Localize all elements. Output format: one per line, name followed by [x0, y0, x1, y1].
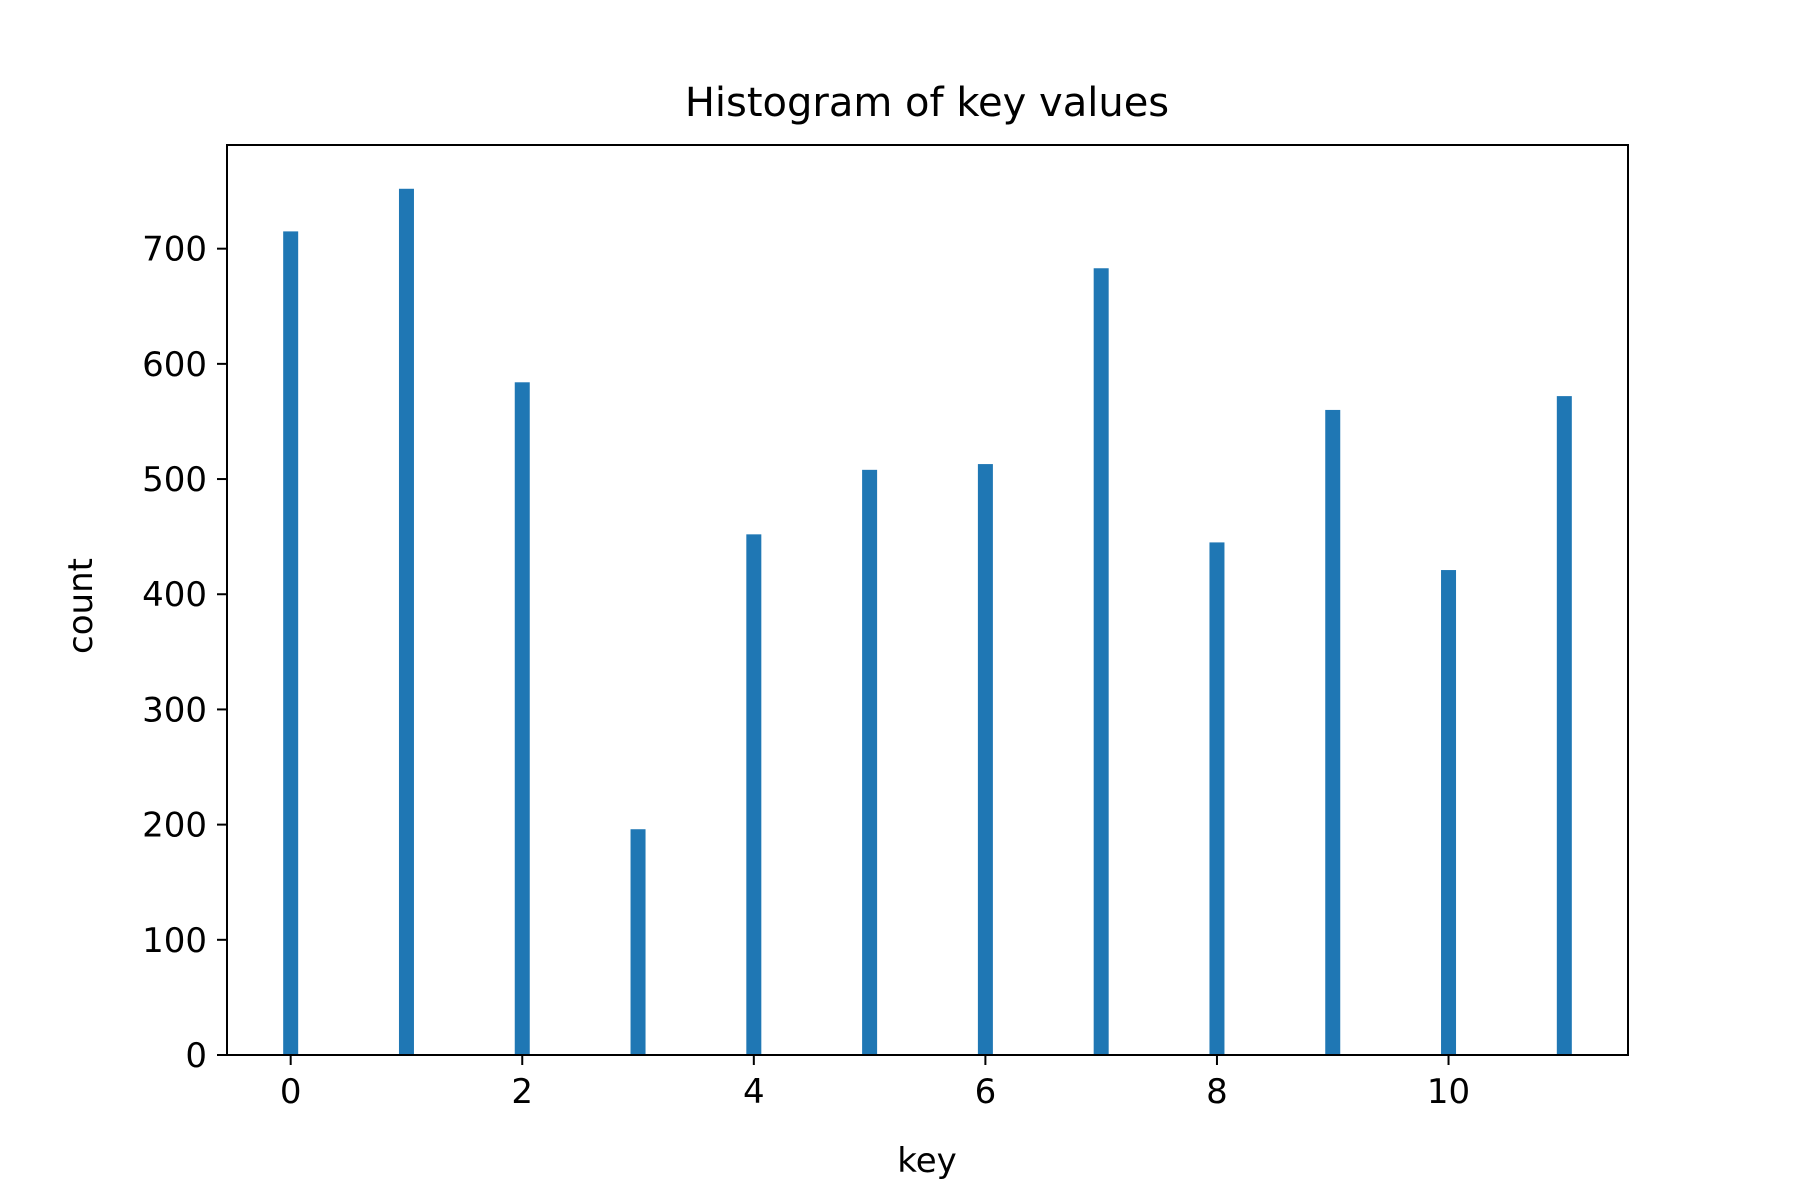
bar-key-5 — [862, 469, 878, 1055]
x-tick-label-2: 2 — [511, 1072, 533, 1112]
y-tick-label-0: 0 — [185, 1036, 207, 1076]
bar-key-6 — [977, 464, 993, 1056]
bar-key-0 — [283, 231, 299, 1056]
y-tick-label-300: 300 — [142, 690, 207, 730]
bar-key-1 — [398, 188, 414, 1055]
y-tick-label-500: 500 — [142, 460, 207, 500]
x-axis-label: key — [897, 1141, 957, 1181]
y-axis-label: count — [61, 558, 101, 654]
bar-key-4 — [746, 534, 762, 1055]
y-tick-label-200: 200 — [142, 806, 207, 846]
x-tick-label-10: 10 — [1427, 1072, 1470, 1112]
bars-layer — [283, 188, 1572, 1056]
chart-title: Histogram of key values — [685, 80, 1169, 126]
bar-key-11 — [1556, 396, 1572, 1056]
x-tick-label-6: 6 — [975, 1072, 997, 1112]
y-tick-label-700: 700 — [142, 230, 207, 270]
bar-key-10 — [1441, 570, 1457, 1055]
bar-key-8 — [1209, 542, 1225, 1055]
bar-key-9 — [1325, 409, 1341, 1055]
bar-key-2 — [514, 382, 530, 1055]
x-tick-label-8: 8 — [1206, 1072, 1228, 1112]
y-tick-label-100: 100 — [142, 921, 207, 961]
plot-frame — [226, 144, 1629, 1056]
bar-key-7 — [1093, 268, 1109, 1055]
x-tick-label-4: 4 — [743, 1072, 765, 1112]
y-tick-label-600: 600 — [142, 345, 207, 385]
bar-key-3 — [630, 829, 646, 1055]
x-tick-label-0: 0 — [280, 1072, 302, 1112]
y-tick-label-400: 400 — [142, 575, 207, 615]
